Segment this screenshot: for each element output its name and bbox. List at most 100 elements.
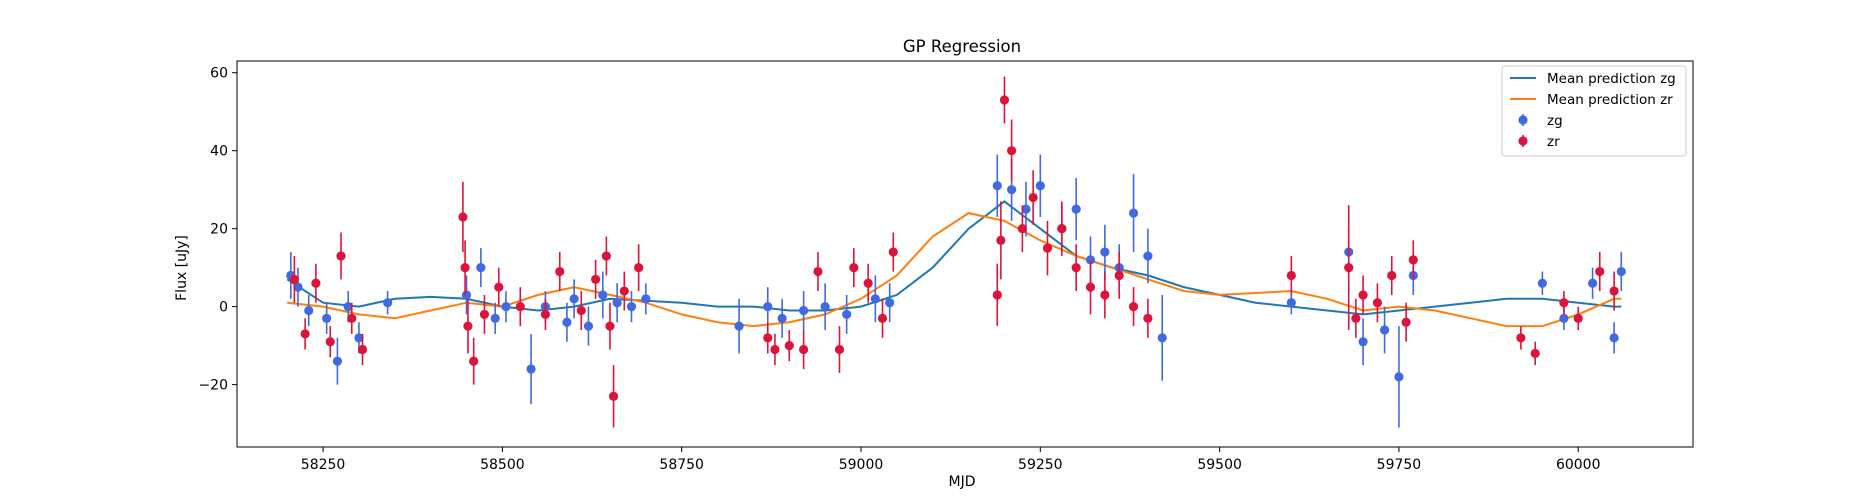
- data-point: [494, 282, 504, 292]
- data-point: [885, 298, 895, 308]
- data-point: [605, 321, 615, 331]
- series-line-0: [286, 200, 1622, 316]
- data-point: [583, 321, 594, 331]
- series-points-2: [286, 154, 1626, 428]
- legend-entry-label: zg: [1547, 113, 1563, 129]
- data-point: [1609, 333, 1619, 343]
- series-line-1: [287, 212, 1622, 328]
- x-tick-label: 58250: [301, 457, 346, 473]
- data-point: [834, 344, 845, 355]
- data-point: [357, 344, 368, 355]
- data-point: [569, 294, 579, 304]
- data-point: [1143, 313, 1153, 323]
- x-tick-label: 60000: [1556, 457, 1601, 473]
- data-point: [1559, 298, 1569, 308]
- data-point: [1100, 247, 1110, 257]
- data-point: [1387, 270, 1397, 281]
- x-tick-label: 59000: [839, 457, 884, 473]
- data-point: [784, 341, 794, 351]
- data-point: [479, 309, 490, 320]
- data-point: [501, 302, 511, 312]
- data-point: [608, 391, 619, 401]
- data-point: [461, 290, 472, 300]
- data-point: [799, 305, 809, 316]
- x-tick-label: 58500: [480, 457, 525, 473]
- data-point: [343, 302, 353, 312]
- data-point: [383, 298, 393, 308]
- data-point: [322, 313, 332, 323]
- data-point: [354, 333, 364, 343]
- data-point: [1609, 286, 1619, 296]
- mean-prediction-lines: [286, 200, 1622, 328]
- data-point: [1143, 251, 1153, 261]
- data-point: [1042, 243, 1053, 253]
- data-point: [289, 274, 299, 284]
- data-point: [1516, 333, 1526, 343]
- y-tick-label: 20: [210, 222, 228, 238]
- data-point: [877, 313, 888, 323]
- data-point: [332, 356, 343, 366]
- data-point: [1286, 270, 1296, 281]
- data-point: [1394, 372, 1404, 382]
- axes-frame: [236, 60, 1694, 448]
- data-point: [1573, 313, 1583, 323]
- y-tick-label: 40: [210, 144, 228, 160]
- data-point: [311, 278, 321, 288]
- data-point: [1358, 337, 1368, 347]
- data-point: [734, 321, 744, 331]
- data-point: [763, 302, 773, 312]
- data-point: [1021, 204, 1031, 214]
- data-point: [1057, 224, 1067, 234]
- data-point: [1114, 270, 1124, 281]
- data-point: [458, 212, 468, 222]
- legend-box: [1501, 65, 1687, 157]
- data-point: [325, 337, 335, 347]
- data-point: [601, 251, 611, 261]
- data-point: [598, 290, 608, 300]
- data-point: [526, 364, 536, 374]
- data-point: [619, 286, 629, 296]
- data-point: [777, 313, 787, 323]
- data-point: [770, 344, 780, 355]
- data-point: [999, 95, 1010, 105]
- data-point: [996, 235, 1006, 245]
- data-point: [336, 251, 346, 261]
- data-point: [870, 294, 880, 304]
- data-point: [888, 247, 898, 257]
- data-point: [591, 274, 601, 284]
- data-point: [863, 278, 873, 288]
- data-point: [626, 302, 637, 312]
- data-point: [1587, 278, 1598, 288]
- series-points-3: [289, 76, 1619, 428]
- data-point: [813, 266, 823, 277]
- data-point: [1007, 146, 1017, 156]
- data-point: [490, 313, 500, 323]
- data-point: [1035, 181, 1045, 191]
- data-point: [1344, 263, 1354, 273]
- data-point: [1028, 192, 1038, 203]
- data-point: [300, 329, 310, 339]
- data-point: [515, 302, 525, 312]
- legend-entry-label: Mean prediction zr: [1547, 92, 1673, 108]
- y-tick-label: 60: [210, 66, 228, 82]
- data-point: [1408, 255, 1418, 265]
- data-point: [576, 305, 586, 316]
- data-point: [820, 302, 830, 312]
- data-point: [1071, 204, 1081, 214]
- data-point: [1379, 325, 1390, 335]
- data-point: [1157, 333, 1167, 343]
- data-point: [1358, 290, 1368, 300]
- data-point: [1616, 266, 1626, 277]
- data-point: [460, 263, 470, 273]
- data-point: [469, 356, 479, 366]
- x-tick-label: 58750: [659, 457, 704, 473]
- data-point: [799, 344, 809, 355]
- data-point: [1537, 278, 1547, 288]
- data-point: [555, 266, 565, 277]
- data-point: [304, 305, 314, 316]
- data-point: [1128, 208, 1139, 218]
- x-axis-label: MJD: [949, 474, 976, 490]
- y-axis-label: Flux [uJy]: [174, 235, 190, 301]
- data-point: [1017, 224, 1027, 234]
